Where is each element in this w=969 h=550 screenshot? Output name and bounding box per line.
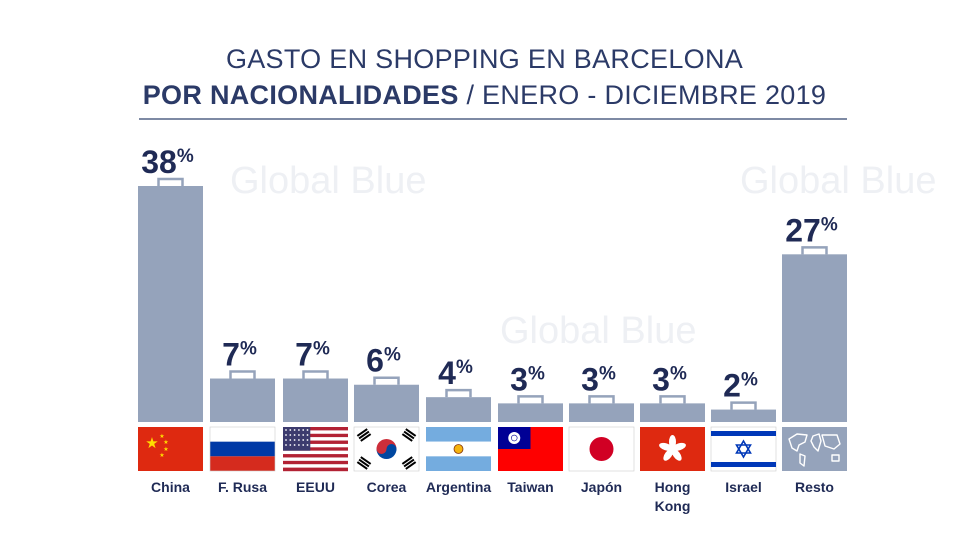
bag-handle [659, 395, 686, 404]
bag-handle [801, 246, 828, 255]
japan-flag [568, 426, 635, 472]
taiwan-flag [498, 427, 563, 471]
value-label: 3% [652, 361, 687, 397]
bag-handle [517, 395, 544, 404]
bag-handle [373, 376, 400, 385]
watermark-logo: Global Blue [740, 160, 937, 202]
category-label: Taiwan [507, 479, 553, 495]
bar-argentina [426, 397, 491, 422]
argentina-flag [426, 427, 491, 471]
value-label: 4% [438, 355, 473, 391]
category-label: Corea [367, 479, 407, 495]
svg-text:★: ★ [159, 433, 164, 440]
subtitle-bold: POR NACIONALIDADES [142, 80, 459, 110]
israel-flag [710, 426, 777, 472]
value-label: 7% [295, 337, 330, 373]
category-label: Kong [655, 498, 691, 514]
category-label: Resto [795, 479, 834, 495]
watermark-logo: Global Blue [500, 310, 697, 352]
category-label: Japón [581, 479, 622, 495]
value-label: 27% [785, 212, 838, 248]
bar-f-rusa [210, 378, 275, 422]
bag-handle [229, 370, 256, 379]
svg-text:★: ★ [163, 439, 168, 446]
value-label: 3% [581, 361, 616, 397]
bag-handle [588, 395, 615, 404]
svg-text:★: ★ [163, 446, 168, 453]
bar-taiwan [498, 403, 563, 422]
bar-eeuu [283, 378, 348, 422]
bar-corea [354, 384, 419, 422]
chart-title: GASTO EN SHOPPING EN BARCELONA [225, 44, 744, 74]
category-label: Hong [655, 479, 691, 495]
category-label: F. Rusa [218, 479, 267, 495]
bag-handle [445, 388, 472, 398]
category-label: Argentina [426, 479, 492, 495]
bag-handle [157, 177, 184, 186]
category-label: China [151, 479, 190, 495]
svg-text:★: ★ [159, 452, 164, 459]
title-divider [139, 118, 847, 120]
bag-handle [302, 370, 329, 379]
chart-subtitle: POR NACIONALIDADES / ENERO - DICIEMBRE 2… [0, 80, 969, 111]
subtitle-period: / ENERO - DICIEMBRE 2019 [458, 80, 827, 110]
value-label: 38% [141, 144, 194, 180]
svg-text:★: ★ [145, 435, 158, 452]
hong-kong-flag [640, 427, 705, 471]
world-map-icon [782, 427, 847, 471]
bar-resto [782, 254, 847, 422]
bar-jap-n [569, 403, 634, 422]
value-label: 6% [366, 343, 401, 379]
category-label: Israel [725, 479, 762, 495]
bag-handle [730, 401, 757, 410]
bar-china [138, 186, 203, 422]
bar-hong-kong [640, 403, 705, 422]
korea-flag [353, 426, 420, 472]
category-label: EEUU [296, 479, 335, 495]
china-flag: ★ ★★★★ [138, 427, 203, 471]
watermark-logo: Global Blue [230, 160, 427, 202]
russia-flag [209, 426, 276, 472]
bar-israel [711, 409, 776, 422]
usa-flag [283, 427, 348, 472]
value-label: 3% [510, 361, 545, 397]
value-label: 7% [222, 337, 257, 373]
value-label: 2% [723, 368, 758, 404]
